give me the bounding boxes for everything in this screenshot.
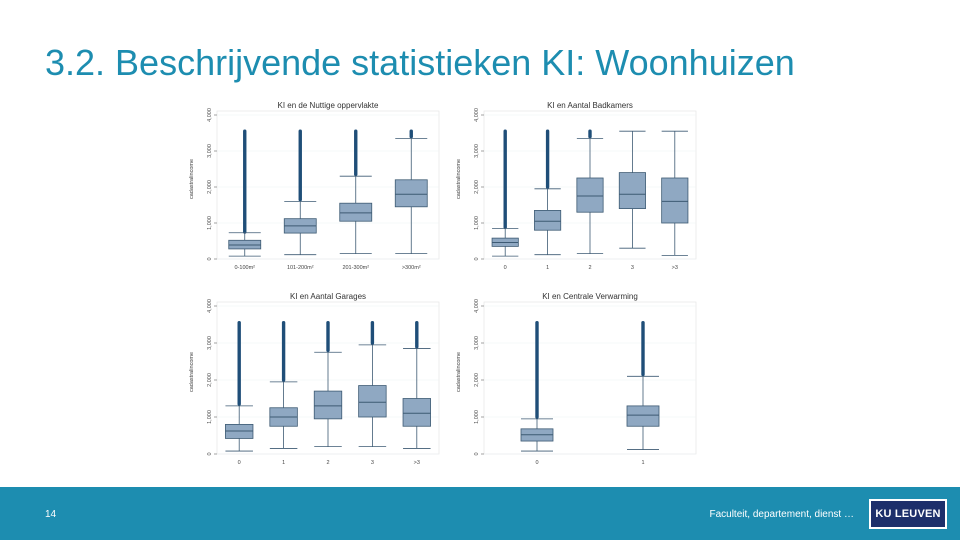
- ku-leuven-logo: KU LEUVEN: [869, 499, 947, 529]
- box: [394, 179, 428, 208]
- box: [358, 385, 387, 418]
- x-tick-label: 2: [326, 460, 329, 466]
- y-tick-label: 2,000: [474, 373, 480, 387]
- y-tick-label: 2,000: [207, 373, 213, 387]
- x-tick-label: 1: [282, 460, 285, 466]
- box-plot: [576, 129, 604, 255]
- y-tick-label: 3,000: [207, 336, 213, 350]
- y-axis-label: cadastralincome: [189, 159, 195, 199]
- y-axis-label: cadastralincome: [189, 352, 195, 392]
- box: [576, 177, 604, 213]
- y-tick-label: 0: [207, 452, 213, 455]
- box-plot: [269, 320, 298, 449]
- x-tick-label: 3: [631, 265, 634, 271]
- box-plot: [491, 129, 519, 257]
- x-tick-label: 0: [535, 460, 538, 466]
- y-tick-label: 0: [474, 257, 480, 260]
- y-tick-label: 2,000: [474, 180, 480, 194]
- y-tick-label: 3,000: [474, 144, 480, 158]
- y-tick-label: 0: [474, 452, 480, 455]
- chart-panel-bathrooms: KI en Aantal Badkamers 0 1,000 2,000 3,000 4,…: [450, 97, 702, 275]
- chart-panel-surface: KI en de Nuttige oppervlakte 0 1,000 2,000 3…: [183, 97, 445, 275]
- x-tick-label: 101-200m²: [287, 265, 314, 271]
- x-tick-label: 0: [504, 265, 507, 271]
- y-tick-label: 4,000: [207, 108, 213, 122]
- chart-title: KI en Aantal Garages: [290, 292, 366, 301]
- x-tick-label: >3: [672, 265, 678, 271]
- x-tick-label: 201-300m²: [342, 265, 369, 271]
- chart-bathrooms: KI en Aantal Badkamers 0 1,000 2,000 3,000 4,…: [456, 101, 697, 271]
- box-plot: [534, 129, 562, 256]
- x-tick-label: 0-100m²: [235, 265, 256, 271]
- y-axis-label: cadastralincome: [456, 352, 462, 392]
- chart-surface: KI en de Nuttige oppervlakte 0 1,000 2,000 3…: [189, 101, 440, 271]
- y-tick-label: 0: [207, 257, 213, 260]
- box-plot: [394, 129, 428, 255]
- y-tick-label: 3,000: [474, 336, 480, 350]
- x-tick-label: 2: [588, 265, 591, 271]
- y-tick-label: 1,000: [207, 410, 213, 424]
- box: [626, 405, 660, 427]
- chart-heating: KI en Centrale Verwarming 0 1,000 2,000 3,00…: [456, 292, 697, 466]
- x-tick-label: 1: [546, 265, 549, 271]
- footer-text: Faculteit, departement, dienst …: [709, 509, 854, 520]
- x-tick-label: 3: [371, 460, 374, 466]
- y-tick-label: 1,000: [207, 216, 213, 230]
- y-tick-label: 4,000: [207, 299, 213, 313]
- slide-title: 3.2. Beschrijvende statistieken KI: Woon…: [45, 42, 795, 83]
- y-tick-label: 3,000: [207, 144, 213, 158]
- box-plot: [618, 130, 646, 249]
- y-tick-label: 1,000: [474, 410, 480, 424]
- x-tick-label: 1: [641, 460, 644, 466]
- box: [402, 398, 431, 427]
- box-plot: [313, 320, 343, 448]
- chart-panel-garages: KI en Aantal Garages 0 1,000 2,000 3,000 4,00…: [183, 288, 445, 470]
- y-tick-label: 2,000: [207, 180, 213, 194]
- chart-garages: KI en Aantal Garages 0 1,000 2,000 3,000 4,00…: [189, 292, 440, 466]
- chart-title: KI en de Nuttige oppervlakte: [278, 101, 380, 110]
- box-plot: [339, 129, 373, 255]
- box: [661, 177, 689, 224]
- box-plot: [520, 320, 554, 452]
- x-tick-label: >3: [414, 460, 420, 466]
- box: [313, 390, 343, 420]
- x-tick-label: 0: [238, 460, 241, 466]
- box: [618, 172, 646, 209]
- y-tick-label: 4,000: [474, 108, 480, 122]
- box-plot: [358, 320, 387, 448]
- box-plot: [225, 320, 254, 452]
- footer-bar: 14 Faculteit, departement, dienst … KU L…: [0, 487, 960, 540]
- box-plot: [402, 320, 431, 449]
- box-plot: [661, 130, 689, 256]
- chart-panel-heating: KI en Centrale Verwarming 0 1,000 2,000 3,00…: [450, 288, 702, 470]
- box: [534, 210, 562, 231]
- y-tick-label: 4,000: [474, 299, 480, 313]
- plot-area: [483, 301, 697, 455]
- box: [339, 202, 373, 222]
- box-plot: [228, 129, 262, 257]
- x-tick-label: >300m²: [402, 265, 421, 271]
- chart-title: KI en Centrale Verwarming: [542, 292, 638, 301]
- box-plot: [626, 320, 660, 450]
- y-axis-label: cadastralincome: [456, 159, 462, 199]
- chart-title: KI en Aantal Badkamers: [547, 101, 633, 110]
- box-plot: [283, 129, 317, 256]
- page-number: 14: [45, 509, 57, 520]
- y-tick-label: 1,000: [474, 216, 480, 230]
